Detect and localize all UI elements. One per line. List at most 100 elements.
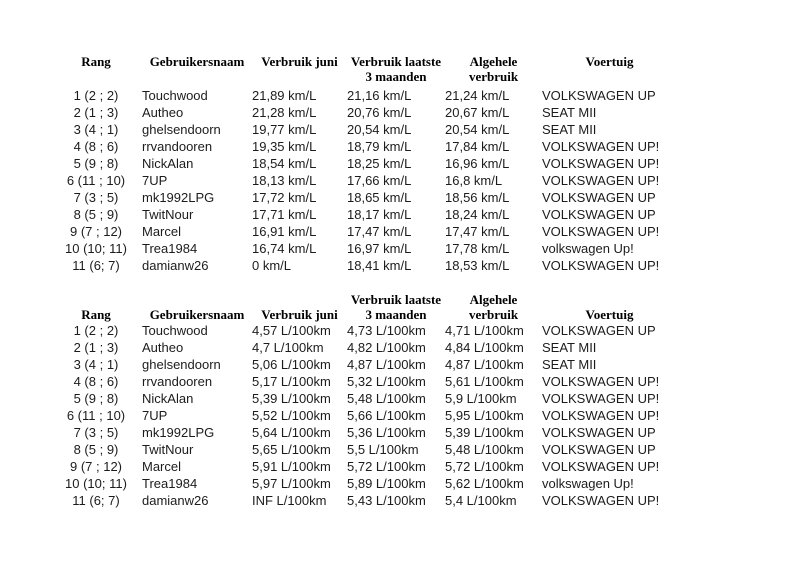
table-row: 8 (5 ; 9) TwitNour 17,71 km/L 18,17 km/L 18,… [50, 206, 677, 223]
consumption-last-3-months-cell: 18,25 km/L [347, 156, 412, 171]
vehicle-cell: VOLKSWAGEN UP! [542, 391, 660, 406]
vehicle-cell: VOLKSWAGEN UP [542, 207, 656, 222]
table-row: 6 (11 ; 10) 7UP 5,52 L/100km 5,66 L/100km 5,… [50, 407, 677, 424]
consumption-last-3-months-cell: 18,65 km/L [347, 190, 412, 205]
table-row: 10 (10; 11) Trea1984 5,97 L/100km 5,89 L/10… [50, 475, 677, 492]
overall-consumption-cell: 17,47 km/L [445, 224, 510, 239]
consumption-june-cell: 16,74 km/L [252, 241, 317, 256]
username-cell: NickAlan [142, 156, 194, 171]
consumption-last-3-months-cell: 5,32 L/100km [347, 374, 426, 389]
overall-consumption-cell: 5,61 L/100km [445, 374, 524, 389]
consumption-table-km-per-l: Rang Gebruikersnaam Verbruik juni Verbruik … [50, 54, 677, 274]
rank-cell: 8 (5 ; 9) [73, 207, 119, 222]
table-row: 11 (6; 7) damianw26 0 km/L 18,41 km/L 18,53 … [50, 257, 677, 274]
column-header-line: verbruik [468, 69, 519, 84]
consumption-last-3-months-cell: 5,72 L/100km [347, 459, 426, 474]
column-header-line: Rang [81, 307, 111, 322]
consumption-june-cell: 5,06 L/100km [252, 357, 331, 372]
column-header-line: verbruik [468, 307, 519, 322]
username-cell: NickAlan [142, 391, 194, 406]
username-cell: Marcel [142, 224, 182, 239]
column-header-consumption-last-3-months: Verbruik laatste 3 maanden [347, 289, 445, 322]
overall-consumption-cell: 5,4 L/100km [445, 493, 517, 508]
rank-cell: 11 (6; 7) [72, 258, 120, 273]
username-cell: TwitNour [142, 442, 194, 457]
consumption-last-3-months-cell: 17,47 km/L [347, 224, 412, 239]
username-cell: damianw26 [142, 493, 209, 508]
overall-consumption-cell: 5,48 L/100km [445, 442, 524, 457]
rank-cell: 4 (8 ; 6) [73, 374, 119, 389]
table-row: 5 (9 ; 8) NickAlan 18,54 km/L 18,25 km/L 16,… [50, 155, 677, 172]
overall-consumption-cell: 5,39 L/100km [445, 425, 524, 440]
overall-consumption-cell: 16,8 km/L [445, 173, 503, 188]
table-header: Rang Gebruikersnaam Verbruik juni Verbruik … [50, 54, 677, 87]
rank-cell: 10 (10; 11) [65, 476, 127, 491]
vehicle-cell: VOLKSWAGEN UP [542, 323, 656, 338]
consumption-june-cell: 5,17 L/100km [252, 374, 331, 389]
consumption-last-3-months-cell: 18,41 km/L [347, 258, 412, 273]
overall-consumption-cell: 5,95 L/100km [445, 408, 524, 423]
consumption-june-cell: INF L/100km [252, 493, 327, 508]
vehicle-cell: VOLKSWAGEN UP [542, 425, 656, 440]
column-header-username: Gebruikersnaam [142, 289, 252, 322]
column-header-line: Verbruik laatste [350, 54, 442, 69]
consumption-last-3-months-cell: 4,87 L/100km [347, 357, 426, 372]
column-header-line: Voertuig [585, 54, 634, 69]
column-header-line: Gebruikersnaam [149, 54, 245, 69]
column-header-vehicle: Voertuig [542, 54, 677, 87]
table-row: 4 (8 ; 6) rrvandooren 5,17 L/100km 5,32 L/1… [50, 373, 677, 390]
table-row: 3 (4 ; 1) ghelsendoorn 19,77 km/L 20,54 km/… [50, 121, 677, 138]
username-cell: Marcel [142, 459, 182, 474]
consumption-last-3-months-cell: 5,36 L/100km [347, 425, 426, 440]
rank-cell: 5 (9 ; 8) [73, 391, 119, 406]
table-row: 7 (3 ; 5) mk1992LPG 5,64 L/100km 5,36 L/100… [50, 424, 677, 441]
column-header-rank: Rang [50, 289, 142, 322]
table-row: 9 (7 ; 12) Marcel 5,91 L/100km 5,72 L/100km… [50, 458, 677, 475]
consumption-june-cell: 4,57 L/100km [252, 323, 331, 338]
vehicle-cell: VOLKSWAGEN UP! [542, 139, 660, 154]
consumption-last-3-months-cell: 5,89 L/100km [347, 476, 426, 491]
table-row: 2 (1 ; 3) Autheo 4,7 L/100km 4,82 L/100km 4,… [50, 339, 677, 356]
username-cell: damianw26 [142, 258, 209, 273]
consumption-table-l-per-100km: Rang Gebruikersnaam Verbruik juni Verbruik … [50, 289, 677, 509]
table-row: 1 (2 ; 2) Touchwood 4,57 L/100km 4,73 L/100… [50, 322, 677, 339]
consumption-last-3-months-cell: 21,16 km/L [347, 88, 412, 103]
column-header-line: Rang [81, 54, 111, 69]
vehicle-cell: VOLKSWAGEN UP! [542, 459, 660, 474]
rank-cell: 5 (9 ; 8) [73, 156, 119, 171]
username-cell: ghelsendoorn [142, 122, 221, 137]
vehicle-cell: VOLKSWAGEN UP [542, 190, 656, 205]
column-header-overall-consumption: Algehele verbruik [445, 289, 542, 322]
vehicle-cell: SEAT MII [542, 105, 597, 120]
consumption-last-3-months-cell: 5,48 L/100km [347, 391, 426, 406]
overall-consumption-cell: 17,84 km/L [445, 139, 510, 154]
consumption-june-cell: 5,52 L/100km [252, 408, 331, 423]
rank-cell: 6 (11 ; 10) [66, 408, 126, 423]
table-row: 11 (6; 7) damianw26 INF L/100km 5,43 L/100k… [50, 492, 677, 509]
table-row: 3 (4 ; 1) ghelsendoorn 5,06 L/100km 4,87 L/… [50, 356, 677, 373]
consumption-last-3-months-cell: 18,17 km/L [347, 207, 412, 222]
username-cell: Touchwood [142, 88, 208, 103]
overall-consumption-cell: 5,62 L/100km [445, 476, 524, 491]
column-header-line: Verbruik laatste [350, 292, 442, 307]
vehicle-cell: VOLKSWAGEN UP! [542, 156, 660, 171]
consumption-last-3-months-cell: 4,73 L/100km [347, 323, 426, 338]
vehicle-cell: VOLKSWAGEN UP [542, 88, 656, 103]
consumption-june-cell: 17,72 km/L [252, 190, 317, 205]
vehicle-cell: SEAT MII [542, 357, 597, 372]
consumption-june-cell: 5,64 L/100km [252, 425, 331, 440]
vehicle-cell: VOLKSWAGEN UP! [542, 374, 660, 389]
username-cell: rrvandooren [142, 139, 213, 154]
column-header-line: 3 maanden [365, 307, 427, 322]
consumption-last-3-months-cell: 20,76 km/L [347, 105, 412, 120]
vehicle-cell: volkswagen Up! [542, 241, 634, 256]
vehicle-cell: VOLKSWAGEN UP [542, 442, 656, 457]
overall-consumption-cell: 5,72 L/100km [445, 459, 524, 474]
consumption-last-3-months-cell: 17,66 km/L [347, 173, 412, 188]
username-cell: Touchwood [142, 323, 208, 338]
overall-consumption-cell: 17,78 km/L [445, 241, 510, 256]
column-header-rank: Rang [50, 54, 142, 87]
overall-consumption-cell: 21,24 km/L [445, 88, 510, 103]
column-header-line: Gebruikersnaam [149, 307, 245, 322]
